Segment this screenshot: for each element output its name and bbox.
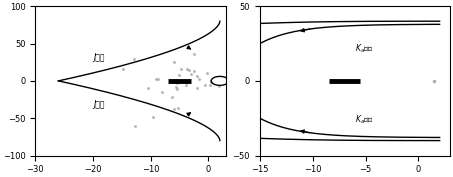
Point <box>159 91 166 94</box>
Point <box>190 69 198 72</box>
Point <box>155 78 162 81</box>
Point <box>173 81 181 84</box>
Point <box>150 116 157 119</box>
Point <box>188 73 195 76</box>
Point <box>193 75 200 78</box>
Point <box>206 84 213 86</box>
Point <box>195 77 202 80</box>
Point <box>193 86 201 89</box>
Point <box>130 58 138 61</box>
Point <box>186 68 193 71</box>
Point <box>190 52 198 55</box>
Point <box>183 84 190 87</box>
Point <box>177 68 184 71</box>
Point <box>153 77 160 80</box>
Point <box>174 106 181 109</box>
Point <box>183 67 191 70</box>
Point <box>172 86 179 89</box>
Text: J增加: J增加 <box>93 53 105 62</box>
Point <box>203 72 211 74</box>
Point <box>175 74 183 77</box>
Point <box>173 87 180 90</box>
Text: $K_a$增加: $K_a$增加 <box>355 42 373 55</box>
Point <box>202 83 209 86</box>
Point <box>171 108 178 111</box>
Point <box>144 86 151 89</box>
Point <box>215 85 222 88</box>
Point <box>131 124 139 127</box>
Point <box>207 81 214 84</box>
Text: $K_a$增加: $K_a$增加 <box>355 114 373 126</box>
Point <box>173 80 181 83</box>
Point <box>169 95 176 98</box>
Point <box>171 61 178 64</box>
Point <box>120 67 127 70</box>
Text: J增加: J增加 <box>93 100 105 109</box>
Point <box>173 82 180 85</box>
